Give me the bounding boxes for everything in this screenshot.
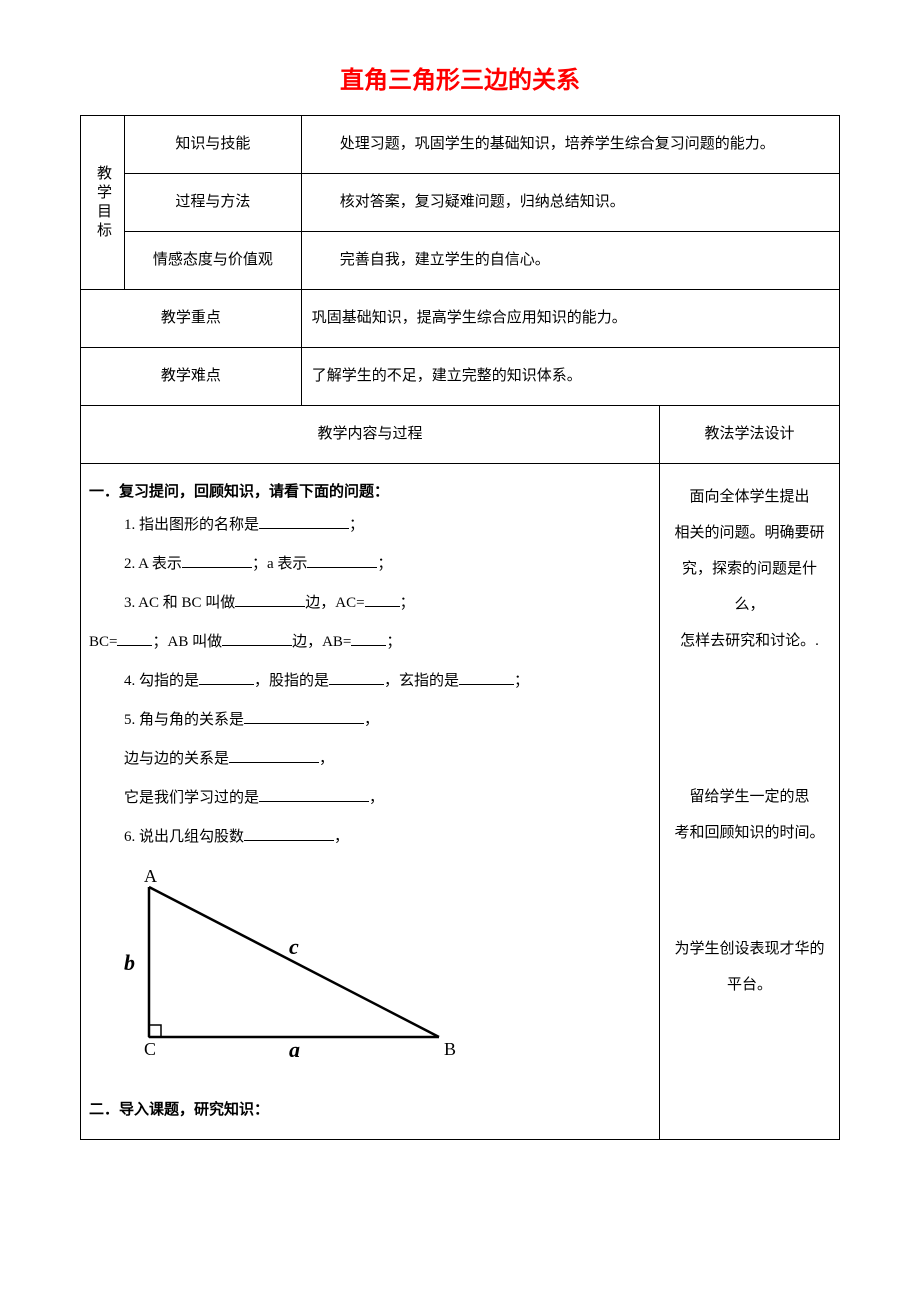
svg-text:a: a (289, 1037, 300, 1062)
text: 边与边的关系是 (124, 751, 229, 767)
blank (235, 592, 305, 607)
text: 3. AC 和 BC 叫做 (124, 595, 235, 611)
text: ； (386, 634, 401, 650)
method-p3: 究，探索的问题是什么， (670, 551, 829, 623)
question-6: 6. 说出几组勾股数 ， (89, 818, 651, 857)
table-row: 过程与方法 核对答案，复习疑难问题，归纳总结知识。 (81, 174, 840, 232)
table-row: 教学目标 知识与技能 处理习题，巩固学生的基础知识，培养学生综合复习问题的能力。 (81, 116, 840, 174)
question-1: 1. 指出图形的名称是 ； (89, 506, 651, 545)
method-content-cell: 面向全体学生提出 相关的问题。明确要研 究，探索的问题是什么， 怎样去研究和讨论… (660, 464, 840, 1140)
question-5c: 它是我们学习过的是 ， (89, 779, 651, 818)
method-label: 教法学法设计 (660, 406, 840, 464)
text: ；AB 叫做 (152, 634, 222, 650)
text: ， (319, 751, 334, 767)
blank (229, 748, 319, 763)
method-p6: 考和回顾知识的时间。 (670, 815, 829, 851)
blank (329, 670, 384, 685)
method-p2: 相关的问题。明确要研 (670, 515, 829, 551)
text: 4. 勾指的是 (124, 673, 199, 689)
keypoint-content: 巩固基础知识，提高学生综合应用知识的能力。 (301, 290, 839, 348)
text: 2. A 表示 (124, 556, 182, 572)
blank (199, 670, 254, 685)
blank (459, 670, 514, 685)
text: ；a 表示 (252, 556, 307, 572)
keypoint-label: 教学重点 (81, 290, 302, 348)
question-5b: 边与边的关系是 ， (89, 740, 651, 779)
question-5: 5. 角与角的关系是 ， (89, 701, 651, 740)
svg-text:B: B (444, 1039, 456, 1059)
svg-text:c: c (289, 934, 299, 959)
section1-heading: 一．复习提问，回顾知识，请看下面的问题： (89, 479, 651, 506)
text: ； (349, 517, 364, 533)
text: ， (364, 712, 379, 728)
main-content-cell: 一．复习提问，回顾知识，请看下面的问题： 1. 指出图形的名称是 ； 2. A 表… (81, 464, 660, 1140)
row-content: 处理习题，巩固学生的基础知识，培养学生综合复习问题的能力。 (301, 116, 839, 174)
method-p5: 留给学生一定的思 (670, 779, 829, 815)
text: 它是我们学习过的是 (124, 790, 259, 806)
method-p8: 平台。 (670, 967, 829, 1003)
question-4: 4. 勾指的是 ，股指的是 ，玄指的是 ； (89, 662, 651, 701)
spacer (670, 659, 829, 779)
table-row: 情感态度与价值观 完善自我，建立学生的自信心。 (81, 232, 840, 290)
text: ，玄指的是 (384, 673, 459, 689)
content-process-label: 教学内容与过程 (81, 406, 660, 464)
text: ，股指的是 (254, 673, 329, 689)
text: 边，AC= (305, 595, 364, 611)
text: ， (369, 790, 384, 806)
section2-heading: 二．导入课题，研究知识： (89, 1097, 651, 1124)
text: 处理习题，巩固学生的基础知识，培养学生综合复习问题的能力。 (312, 131, 775, 158)
blank (182, 553, 252, 568)
text: ， (334, 829, 349, 845)
text: 完善自我，建立学生的自信心。 (312, 247, 550, 274)
blank (244, 826, 334, 841)
text: 6. 说出几组勾股数 (124, 829, 244, 845)
text: ； (514, 673, 529, 689)
goal-label-cell: 教学目标 (81, 116, 125, 290)
table-row: 教学内容与过程 教法学法设计 (81, 406, 840, 464)
blank (117, 631, 152, 646)
triangle-figure: A B Ca b c (89, 857, 651, 1087)
text: BC= (89, 634, 117, 650)
text: 核对答案，复习疑难问题，归纳总结知识。 (312, 189, 625, 216)
text: 1. 指出图形的名称是 (124, 517, 259, 533)
text: ； (400, 595, 415, 611)
right-triangle-diagram: A B Ca b c (109, 867, 469, 1067)
blank (244, 709, 364, 724)
text: 5. 角与角的关系是 (124, 712, 244, 728)
method-p1: 面向全体学生提出 (670, 479, 829, 515)
text: ； (377, 556, 392, 572)
question-3b: BC= ；AB 叫做 边，AB= ； (89, 623, 651, 662)
row-label: 过程与方法 (125, 174, 302, 232)
spacer (670, 851, 829, 931)
difficulty-label: 教学难点 (81, 348, 302, 406)
table-row: 教学难点 了解学生的不足，建立完整的知识体系。 (81, 348, 840, 406)
blank (365, 592, 400, 607)
blank (222, 631, 292, 646)
lesson-plan-table: 教学目标 知识与技能 处理习题，巩固学生的基础知识，培养学生综合复习问题的能力。… (80, 115, 840, 1140)
blank (307, 553, 377, 568)
svg-text:A: A (144, 867, 157, 886)
text: 边，AB= (292, 634, 351, 650)
svg-text:C: C (144, 1039, 156, 1059)
method-p4: 怎样去研究和讨论。. (670, 623, 829, 659)
blank (351, 631, 386, 646)
row-label: 知识与技能 (125, 116, 302, 174)
method-p7: 为学生创设表现才华的 (670, 931, 829, 967)
row-content: 核对答案，复习疑难问题，归纳总结知识。 (301, 174, 839, 232)
table-row: 一．复习提问，回顾知识，请看下面的问题： 1. 指出图形的名称是 ； 2. A 表… (81, 464, 840, 1140)
question-3: 3. AC 和 BC 叫做 边，AC= ； (89, 584, 651, 623)
svg-text:b: b (124, 950, 135, 975)
row-content: 完善自我，建立学生的自信心。 (301, 232, 839, 290)
blank (259, 514, 349, 529)
question-2: 2. A 表示 ；a 表示 ； (89, 545, 651, 584)
row-label: 情感态度与价值观 (125, 232, 302, 290)
difficulty-content: 了解学生的不足，建立完整的知识体系。 (301, 348, 839, 406)
blank (259, 787, 369, 802)
table-row: 教学重点 巩固基础知识，提高学生综合应用知识的能力。 (81, 290, 840, 348)
page-title: 直角三角形三边的关系 (80, 60, 840, 95)
